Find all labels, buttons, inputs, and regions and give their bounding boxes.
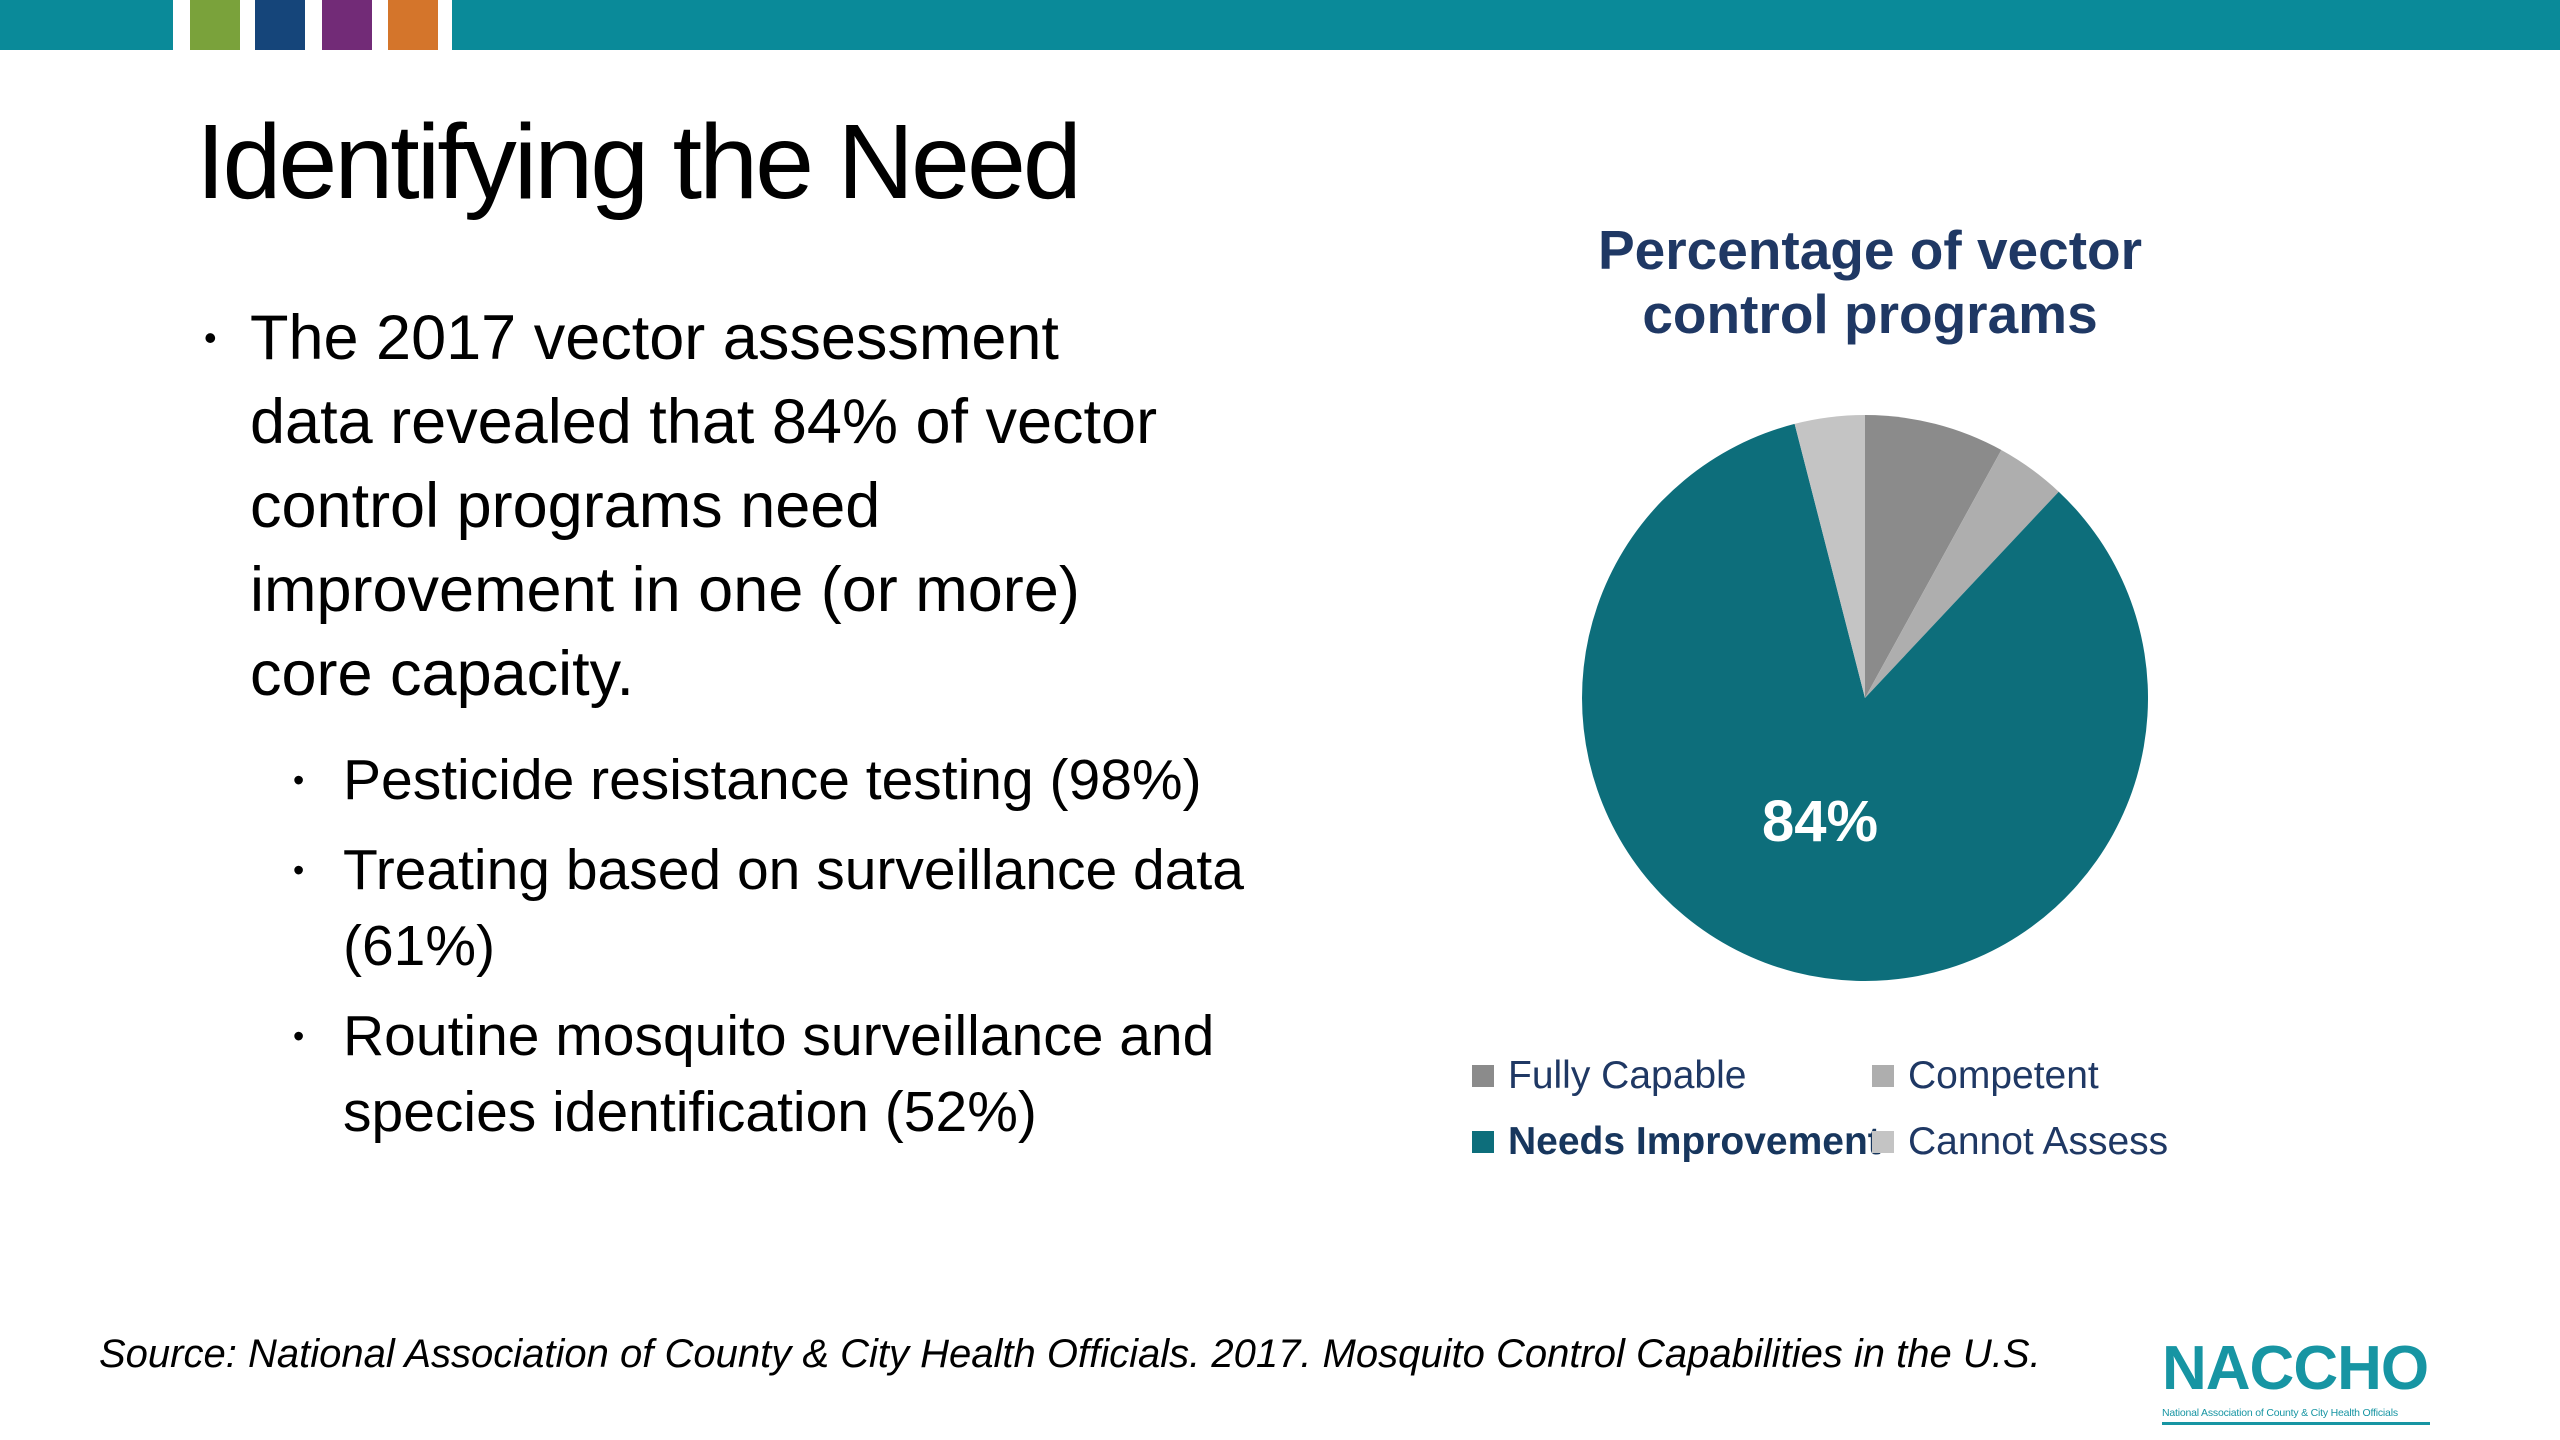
- legend-item-needs-improvement: Needs Improvement: [1472, 1120, 1881, 1164]
- accent-bar-left-segment: [0, 0, 173, 50]
- pie-slice-competent: [1865, 450, 2059, 698]
- bullet-line: core capacity.: [250, 639, 634, 709]
- bullet-marker: •: [293, 762, 305, 798]
- source-citation: Source: National Association of County &…: [99, 1332, 2041, 1376]
- pie-chart: [1582, 415, 2148, 981]
- legend-swatch-cannot-assess: [1872, 1131, 1894, 1153]
- bullet-item: • The 2017 vector assessment data revealed…: [196, 296, 1426, 716]
- accent-square-navy: [255, 0, 305, 50]
- legend-label-needs-improvement: Needs Improvement: [1508, 1120, 1881, 1163]
- legend-swatch-competent: [1872, 1065, 1894, 1087]
- bullet-line: The 2017 vector assessment: [250, 303, 1059, 373]
- legend-item-cannot-assess: Cannot Assess: [1872, 1120, 2168, 1164]
- slide-title: Identifying the Need: [196, 103, 1082, 221]
- bullet-list: • The 2017 vector assessment data revealed…: [196, 296, 1426, 1164]
- naccho-logo-text: NACCHO: [2162, 1334, 2429, 1403]
- bullet-line: data revealed that 84% of vector: [250, 387, 1158, 457]
- pie-slice-needs-improvement: [1582, 423, 2148, 981]
- bullet-line: Routine mosquito surveillance and: [343, 1004, 1215, 1068]
- bullet-marker: •: [293, 852, 305, 888]
- bullet-line: control programs need: [250, 471, 881, 541]
- accent-square-purple: [322, 0, 372, 50]
- chart-legend: Fully Capable Competent Needs Improvement C…: [1472, 1054, 2168, 1164]
- legend-label-cannot-assess: Cannot Assess: [1908, 1120, 2169, 1163]
- legend-item-fully-capable: Fully Capable: [1472, 1054, 1872, 1098]
- sub-bullet-item: • Pesticide resistance testing (98%): [196, 742, 1426, 818]
- sub-bullet-item: • Treating based on surveillance data (61%…: [196, 832, 1426, 984]
- sub-bullet-item: • Routine mosquito surveillance and specie…: [196, 998, 1426, 1150]
- pie-slice-fully-capable: [1865, 415, 2002, 698]
- legend-label-fully-capable: Fully Capable: [1508, 1054, 1747, 1097]
- bullet-line: improvement in one (or more): [250, 555, 1080, 625]
- legend-swatch-fully-capable: [1472, 1065, 1494, 1087]
- naccho-logo-tagline: National Association of County & City He…: [2162, 1407, 2398, 1419]
- accent-square-green: [190, 0, 240, 50]
- pie-percentage-label: 84%: [1761, 789, 1879, 854]
- bullet-marker: •: [293, 1018, 305, 1054]
- bullet-line: species identification (52%): [343, 1080, 1037, 1144]
- accent-bar-right-segment: [452, 0, 2560, 50]
- legend-swatch-needs-improvement: [1472, 1131, 1494, 1153]
- legend-label-competent: Competent: [1908, 1054, 2099, 1097]
- bullet-marker: •: [204, 317, 217, 358]
- naccho-logo: NACCHO National Association of County & …: [2162, 1338, 2430, 1425]
- legend-item-competent: Competent: [1872, 1054, 2168, 1098]
- accent-square-orange: [388, 0, 438, 50]
- chart-title: Percentage of vector control programs: [1560, 218, 2180, 346]
- chart-title-line: control programs: [1642, 283, 2098, 345]
- bullet-line: Pesticide resistance testing (98%): [343, 748, 1202, 812]
- bullet-line: Treating based on surveillance data: [343, 838, 1244, 902]
- bullet-line: (61%): [343, 914, 496, 978]
- chart-title-line: Percentage of vector: [1597, 219, 2143, 281]
- naccho-logo-underline: [2162, 1422, 2430, 1425]
- pie-slice-cannot-assess: [1794, 415, 1865, 698]
